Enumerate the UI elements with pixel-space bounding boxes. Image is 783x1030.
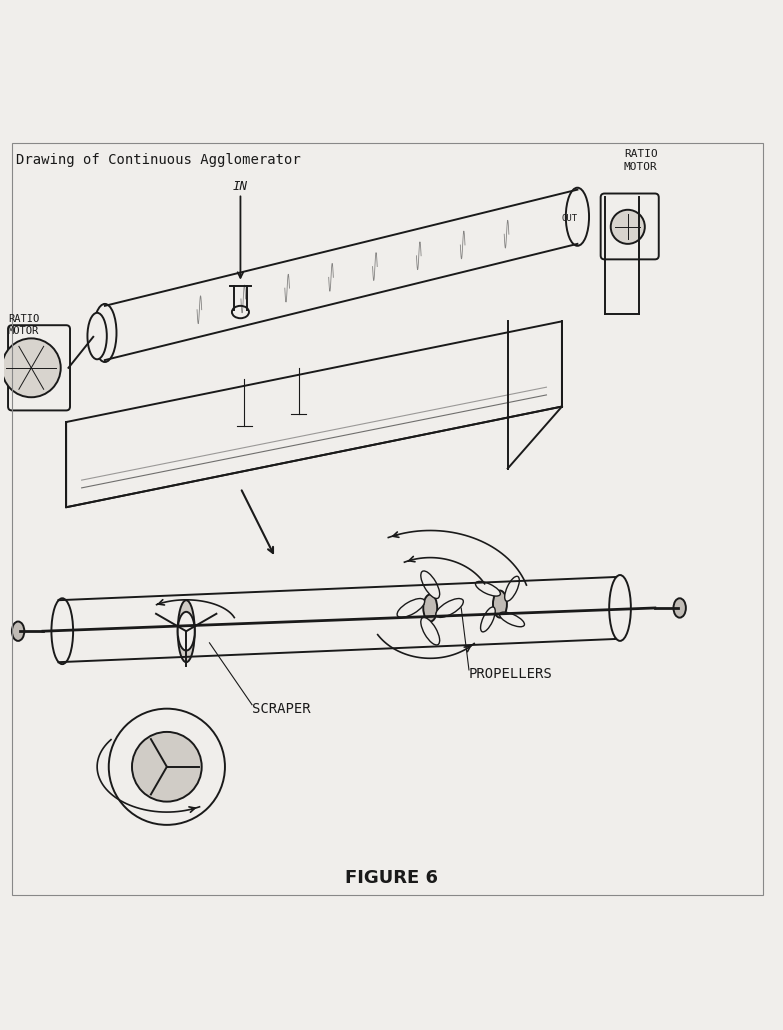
Text: OUT: OUT: [561, 213, 578, 222]
Ellipse shape: [52, 598, 73, 664]
FancyBboxPatch shape: [8, 325, 70, 410]
Ellipse shape: [505, 576, 519, 602]
Ellipse shape: [424, 594, 437, 621]
Circle shape: [109, 709, 225, 825]
Ellipse shape: [12, 621, 24, 641]
Ellipse shape: [397, 598, 424, 617]
Text: Drawing of Continuous Agglomerator: Drawing of Continuous Agglomerator: [16, 153, 301, 167]
Text: RATIO
MOTOR: RATIO MOTOR: [624, 149, 658, 172]
Text: RATIO
MOTOR: RATIO MOTOR: [8, 314, 39, 337]
Circle shape: [611, 210, 645, 244]
Text: PROPELLERS: PROPELLERS: [469, 666, 553, 681]
Ellipse shape: [178, 600, 195, 662]
Text: FIGURE 6: FIGURE 6: [345, 869, 438, 887]
Ellipse shape: [178, 612, 195, 651]
Ellipse shape: [493, 590, 507, 618]
Ellipse shape: [500, 612, 525, 626]
Ellipse shape: [420, 571, 440, 598]
Ellipse shape: [88, 313, 106, 359]
Ellipse shape: [436, 598, 464, 617]
Ellipse shape: [673, 598, 686, 618]
Circle shape: [132, 732, 202, 801]
Ellipse shape: [232, 306, 249, 318]
Text: SCRAPER: SCRAPER: [252, 701, 311, 716]
Ellipse shape: [475, 581, 500, 596]
Circle shape: [2, 339, 61, 398]
Text: IN: IN: [233, 179, 248, 193]
Ellipse shape: [609, 575, 631, 641]
Ellipse shape: [481, 607, 495, 631]
Ellipse shape: [420, 617, 440, 645]
FancyBboxPatch shape: [601, 194, 659, 260]
